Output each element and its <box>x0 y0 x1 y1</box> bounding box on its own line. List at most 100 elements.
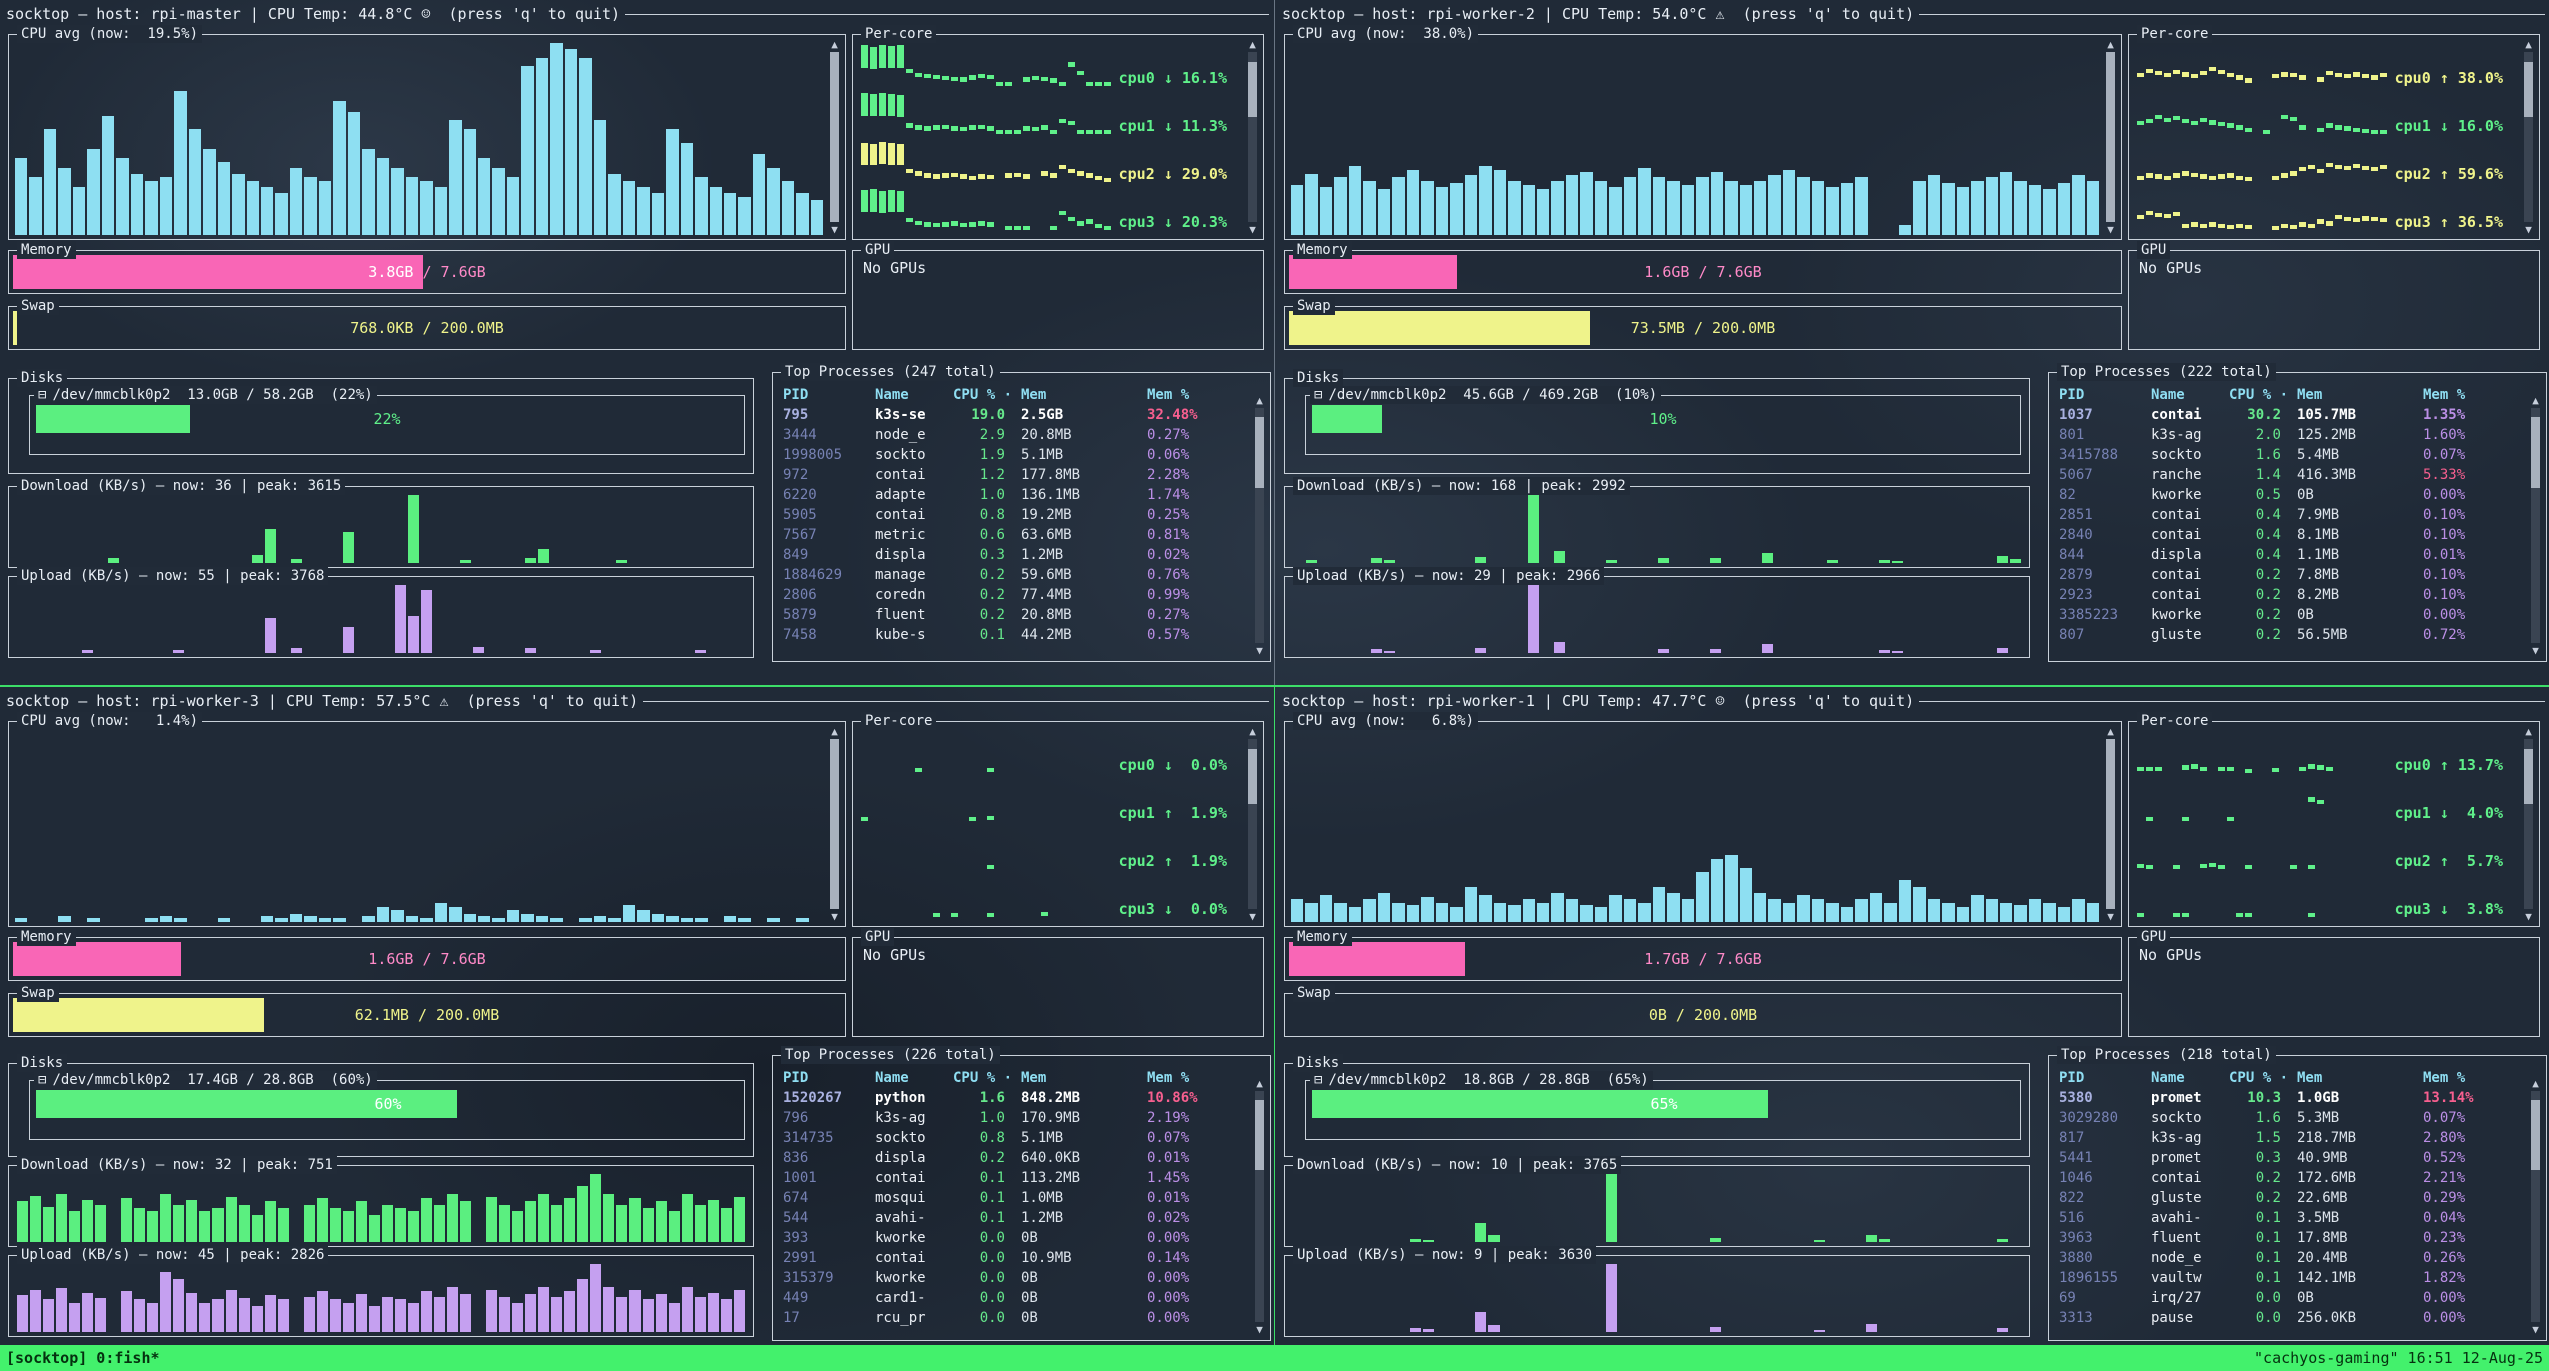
cpu-avg-scrollbar[interactable]: ▲ ▼ <box>828 39 841 235</box>
pane-divider-vertical-top[interactable] <box>1274 0 1275 685</box>
process-row[interactable]: 817 k3s-ag 1.5 218.7MB 2.80% <box>2049 1128 2546 1148</box>
per-core-scrollbar-up-arrow-icon[interactable]: ▲ <box>2525 725 2532 738</box>
process-row[interactable]: 2851 contai 0.4 7.9MB 0.10% <box>2049 505 2546 525</box>
process-row[interactable]: 796 k3s-ag 1.0 170.9MB 2.19% <box>773 1108 1270 1128</box>
process-row[interactable]: 2806 coredn 0.2 77.4MB 0.99% <box>773 585 1270 605</box>
per-core-scrollbar-thumb[interactable] <box>2524 62 2533 117</box>
process-row[interactable]: 7458 kube-s 0.1 44.2MB 0.57% <box>773 625 1270 645</box>
process-row[interactable]: 17 rcu_pr 0.0 0B 0.00% <box>773 1308 1270 1328</box>
per-core-scrollbar-track[interactable] <box>2524 52 2533 222</box>
process-row[interactable]: 544 avahi- 0.1 1.2MB 0.02% <box>773 1208 1270 1228</box>
cpu-avg-scrollbar-track[interactable] <box>830 52 839 222</box>
process-row[interactable]: 393 kworke 0.0 0B 0.00% <box>773 1228 1270 1248</box>
per-core-scrollbar-thumb[interactable] <box>1248 749 1257 804</box>
cpu-avg-scrollbar-thumb[interactable] <box>830 52 839 222</box>
cpu-avg-scrollbar-up-arrow-icon[interactable]: ▲ <box>2107 38 2114 51</box>
process-row[interactable]: 1046 contai 0.2 172.6MB 2.21% <box>2049 1168 2546 1188</box>
process-row[interactable]: 69 irq/27 0.0 0B 0.00% <box>2049 1288 2546 1308</box>
process-row[interactable]: 3444 node_e 2.9 20.8MB 0.27% <box>773 425 1270 445</box>
process-row[interactable]: 1998005 sockto 1.9 5.1MB 0.06% <box>773 445 1270 465</box>
process-scrollbar-up-arrow-icon[interactable]: ▲ <box>2532 1077 2539 1090</box>
per-core-scrollbar[interactable]: ▲ ▼ <box>2522 726 2535 922</box>
cpu-avg-scrollbar[interactable]: ▲ ▼ <box>828 726 841 922</box>
per-core-scrollbar-thumb[interactable] <box>1248 62 1257 117</box>
process-row[interactable]: 6220 adapte 1.0 136.1MB 1.74% <box>773 485 1270 505</box>
per-core-scrollbar-up-arrow-icon[interactable]: ▲ <box>1249 725 1256 738</box>
process-row[interactable]: 836 displa 0.2 640.0KB 0.01% <box>773 1148 1270 1168</box>
per-core-scrollbar-track[interactable] <box>1248 52 1257 222</box>
cpu-avg-scrollbar-thumb[interactable] <box>830 739 839 909</box>
per-core-scrollbar-down-arrow-icon[interactable]: ▼ <box>1249 223 1256 236</box>
process-row[interactable]: 315379 kworke 0.0 0B 0.00% <box>773 1268 1270 1288</box>
process-scrollbar[interactable]: ▲ ▼ <box>1253 395 1266 656</box>
process-scrollbar-down-arrow-icon[interactable]: ▼ <box>2532 1323 2539 1336</box>
process-scrollbar-down-arrow-icon[interactable]: ▼ <box>2532 644 2539 657</box>
cpu-avg-scrollbar-thumb[interactable] <box>2106 739 2115 909</box>
per-core-scrollbar-thumb[interactable] <box>2524 749 2533 804</box>
process-scrollbar-track[interactable] <box>1255 408 1264 643</box>
process-row[interactable]: 3963 fluent 0.1 17.8MB 0.23% <box>2049 1228 2546 1248</box>
per-core-scrollbar-track[interactable] <box>1248 739 1257 909</box>
process-row[interactable]: 5441 promet 0.3 40.9MB 0.52% <box>2049 1148 2546 1168</box>
cpu-avg-scrollbar[interactable]: ▲ ▼ <box>2104 39 2117 235</box>
per-core-scrollbar-up-arrow-icon[interactable]: ▲ <box>1249 38 1256 51</box>
process-scrollbar-up-arrow-icon[interactable]: ▲ <box>1256 394 1263 407</box>
process-row[interactable]: 1884629 manage 0.2 59.6MB 0.76% <box>773 565 1270 585</box>
pane-divider-vertical-bottom[interactable] <box>1274 687 1275 1345</box>
process-row[interactable]: 1896155 vaultw 0.1 142.1MB 1.82% <box>2049 1268 2546 1288</box>
cpu-avg-scrollbar-track[interactable] <box>2106 52 2115 222</box>
process-row[interactable]: 314735 sockto 0.8 5.1MB 0.07% <box>773 1128 1270 1148</box>
per-core-scrollbar-track[interactable] <box>2524 739 2533 909</box>
cpu-avg-scrollbar-up-arrow-icon[interactable]: ▲ <box>831 725 838 738</box>
cpu-avg-scrollbar-thumb[interactable] <box>2106 52 2115 222</box>
process-scrollbar-thumb[interactable] <box>1255 1100 1264 1170</box>
process-row[interactable]: 2991 contai 0.0 10.9MB 0.14% <box>773 1248 1270 1268</box>
process-row[interactable]: 5380 promet 10.3 1.0GB 13.14% <box>2049 1088 2546 1108</box>
process-row[interactable]: 2923 contai 0.2 8.2MB 0.10% <box>2049 585 2546 605</box>
per-core-scrollbar[interactable]: ▲ ▼ <box>1246 39 1259 235</box>
per-core-scrollbar[interactable]: ▲ ▼ <box>1246 726 1259 922</box>
process-scrollbar-track[interactable] <box>1255 1091 1264 1322</box>
process-scrollbar-up-arrow-icon[interactable]: ▲ <box>1256 1077 1263 1090</box>
pane-divider-horizontal[interactable] <box>0 685 2549 687</box>
cpu-avg-scrollbar[interactable]: ▲ ▼ <box>2104 726 2117 922</box>
cpu-avg-scrollbar-down-arrow-icon[interactable]: ▼ <box>2107 223 2114 236</box>
process-scrollbar[interactable]: ▲ ▼ <box>1253 1078 1266 1335</box>
cpu-avg-scrollbar-down-arrow-icon[interactable]: ▼ <box>831 223 838 236</box>
process-row[interactable]: 3385223 kworke 0.2 0B 0.00% <box>2049 605 2546 625</box>
process-row[interactable]: 807 gluste 0.2 56.5MB 0.72% <box>2049 625 2546 645</box>
per-core-scrollbar-up-arrow-icon[interactable]: ▲ <box>2525 38 2532 51</box>
process-scrollbar-up-arrow-icon[interactable]: ▲ <box>2532 394 2539 407</box>
process-row[interactable]: 3880 node_e 0.1 20.4MB 0.26% <box>2049 1248 2546 1268</box>
tmux-session-window[interactable]: [socktop] 0:fish* <box>6 1349 160 1367</box>
process-row[interactable]: 2879 contai 0.2 7.8MB 0.10% <box>2049 565 2546 585</box>
process-scrollbar-down-arrow-icon[interactable]: ▼ <box>1256 644 1263 657</box>
cpu-avg-scrollbar-track[interactable] <box>830 739 839 909</box>
process-scrollbar-down-arrow-icon[interactable]: ▼ <box>1256 1323 1263 1336</box>
per-core-scrollbar-down-arrow-icon[interactable]: ▼ <box>2525 223 2532 236</box>
process-row[interactable]: 849 displa 0.3 1.2MB 0.02% <box>773 545 1270 565</box>
cpu-avg-scrollbar-down-arrow-icon[interactable]: ▼ <box>831 910 838 923</box>
per-core-scrollbar-down-arrow-icon[interactable]: ▼ <box>1249 910 1256 923</box>
per-core-scrollbar-down-arrow-icon[interactable]: ▼ <box>2525 910 2532 923</box>
process-scrollbar-thumb[interactable] <box>1255 417 1264 488</box>
process-row[interactable]: 82 kworke 0.5 0B 0.00% <box>2049 485 2546 505</box>
process-row[interactable]: 674 mosqui 0.1 1.0MB 0.01% <box>773 1188 1270 1208</box>
process-scrollbar-track[interactable] <box>2531 1091 2540 1322</box>
process-row[interactable]: 972 contai 1.2 177.8MB 2.28% <box>773 465 1270 485</box>
process-row[interactable]: 3415788 sockto 1.6 5.4MB 0.07% <box>2049 445 2546 465</box>
process-row[interactable]: 795 k3s-se 19.0 2.5GB 32.48% <box>773 405 1270 425</box>
cpu-avg-scrollbar-track[interactable] <box>2106 739 2115 909</box>
process-scrollbar-track[interactable] <box>2531 408 2540 643</box>
process-row[interactable]: 5067 ranche 1.4 416.3MB 5.33% <box>2049 465 2546 485</box>
process-row[interactable]: 3029280 sockto 1.6 5.3MB 0.07% <box>2049 1108 2546 1128</box>
process-row[interactable]: 449 card1- 0.0 0B 0.00% <box>773 1288 1270 1308</box>
per-core-scrollbar[interactable]: ▲ ▼ <box>2522 39 2535 235</box>
process-row[interactable]: 3313 pause 0.0 256.0KB 0.00% <box>2049 1308 2546 1328</box>
process-scrollbar[interactable]: ▲ ▼ <box>2529 1078 2542 1335</box>
process-row[interactable]: 516 avahi- 0.1 3.5MB 0.04% <box>2049 1208 2546 1228</box>
process-scrollbar-thumb[interactable] <box>2531 417 2540 488</box>
cpu-avg-scrollbar-down-arrow-icon[interactable]: ▼ <box>2107 910 2114 923</box>
process-row[interactable]: 5905 contai 0.8 19.2MB 0.25% <box>773 505 1270 525</box>
process-scrollbar[interactable]: ▲ ▼ <box>2529 395 2542 656</box>
